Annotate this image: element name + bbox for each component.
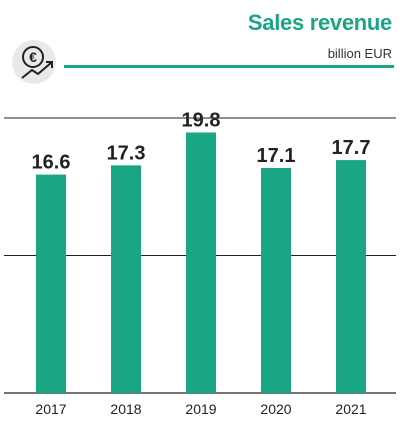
data-label-2021: 17.7 — [332, 137, 371, 159]
bar-2018 — [111, 165, 141, 393]
euro-growth-icon: € — [10, 38, 70, 98]
data-label-2018: 17.3 — [107, 142, 146, 164]
data-label-2017: 16.6 — [32, 152, 71, 174]
data-label-2019: 19.8 — [182, 109, 221, 131]
x-tick-label-2021: 2021 — [335, 401, 366, 417]
x-tick-label-2019: 2019 — [185, 401, 216, 417]
bar-2017 — [36, 174, 66, 393]
x-tick-label-2018: 2018 — [110, 401, 141, 417]
svg-text:€: € — [29, 49, 37, 65]
unit-label: billion EUR — [327, 46, 392, 61]
title-underline — [64, 65, 394, 68]
data-label-2020: 17.1 — [257, 145, 296, 167]
x-tick-label-2017: 2017 — [35, 401, 66, 417]
x-tick-label-2020: 2020 — [260, 401, 291, 417]
bar-2020 — [261, 168, 291, 393]
bar-2019 — [186, 132, 216, 393]
chart-title: Sales revenue — [247, 10, 392, 35]
bar-2021 — [336, 160, 366, 393]
